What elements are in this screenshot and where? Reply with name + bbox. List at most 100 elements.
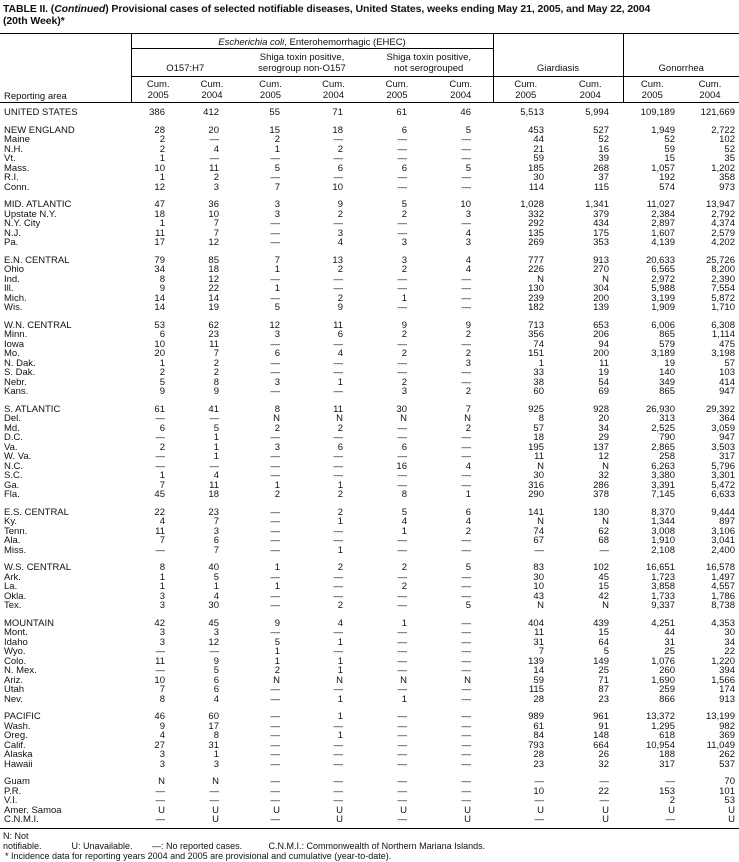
reporting-area-cell: V.I. (4, 795, 18, 806)
value-cell: 1,786 (711, 590, 735, 602)
value-cell: — (397, 181, 408, 193)
value-cell: 188 (659, 749, 675, 760)
value-cell: 6 (213, 674, 219, 686)
value-cell: 379 (593, 208, 609, 220)
table-row: N. Dak. 1 2— — —3 1 11 19 57 (0, 357, 739, 369)
reporting-area-cell: C.N.M.I. (0, 815, 131, 829)
reporting-area-cell: Va. (4, 441, 18, 453)
value-cell: 10 (533, 785, 544, 797)
value-cell: 44 (533, 134, 544, 145)
reporting-area-cell: Wyo. (4, 646, 26, 657)
value-cell: 44 (664, 627, 675, 638)
value-cell: N (537, 516, 544, 527)
value-cell: 45 (208, 617, 219, 629)
table-row: Conn. 12 3 7 10 — — 114 115 574 973 (0, 181, 739, 193)
value-cell: — (239, 815, 302, 829)
value-cell: 6 (401, 124, 407, 136)
table-row: Tenn. 11 3 — — 1 2 74 62 3,008 3,106 (0, 525, 739, 537)
value-cell: 28 (533, 749, 544, 760)
value-cell: U (681, 815, 739, 829)
reporting-area-cell: Guam (4, 776, 30, 787)
reporting-area-cell: D.C. (4, 432, 23, 443)
value-cell: 28 (533, 693, 544, 705)
value-cell: N (400, 674, 407, 686)
non-o157-header: Shiga toxin positive, serogroup non-O157 (239, 48, 365, 77)
value-cell: — (270, 432, 281, 443)
value-cell: 7 (538, 646, 544, 657)
reporting-area-cell: Md. (4, 422, 20, 434)
value-cell: 1,202 (711, 162, 735, 174)
value-cell: 15 (598, 627, 609, 638)
value-cell: — (461, 134, 472, 145)
value-cell: 2 (337, 264, 343, 275)
value-cell: 6 (337, 162, 343, 174)
value-cell: 12 (269, 319, 280, 331)
value-cell: N (602, 460, 609, 472)
value-cell: 7 (213, 227, 219, 239)
value-cell: 897 (719, 516, 735, 527)
value-cell: 4 (465, 254, 471, 266)
value-cell: — (461, 627, 472, 638)
reporting-area-cell: Mass. (4, 162, 30, 174)
value-cell: — (397, 134, 408, 145)
value-cell: 269 (528, 237, 544, 248)
reporting-area-cell: Ohio (4, 264, 25, 275)
value-cell: 404 (528, 617, 544, 629)
value-cell: — (333, 571, 344, 583)
value-cell: — (461, 535, 472, 546)
value-cell: 2 (337, 143, 343, 155)
value-cell: 61 (396, 107, 407, 118)
region-row: NEW ENGLAND 28 20 15 18 6 5 453 527 1,949 2,722 (0, 118, 739, 136)
value-cell: — (270, 720, 281, 732)
table-row: Ind. 8 12 — — — — N N 2,972 2,390 (0, 274, 739, 285)
value-cell: — (461, 590, 472, 602)
value-cell: 10 (460, 199, 471, 210)
value-cell: 3 (159, 758, 165, 770)
reporting-area-header: Reporting area (0, 76, 131, 103)
value-cell: 5 (465, 600, 471, 611)
value-cell: 12 (208, 237, 219, 248)
value-cell: — (270, 730, 281, 741)
reporting-area-cell: Ill. (4, 283, 14, 294)
value-cell: — (270, 571, 281, 583)
value-cell: 52 (598, 134, 609, 145)
value-cell: 140 (659, 367, 675, 378)
value-cell: 5 (213, 665, 219, 676)
value-cell: — (599, 776, 610, 787)
value-cell: 53 (724, 795, 735, 806)
value-cell: 31 (533, 636, 544, 648)
value-cell: — (365, 815, 429, 829)
value-cell: 527 (593, 124, 609, 136)
title-text: ) Provisional cases of selected notifiab… (105, 3, 651, 15)
value-cell: 1 (159, 571, 165, 583)
value-cell: — (333, 525, 344, 537)
value-cell: 38 (533, 376, 544, 388)
value-cell: — (461, 283, 472, 294)
value-cell: 61 (533, 720, 544, 732)
value-cell: 22 (154, 506, 165, 518)
value-cell: 2 (465, 422, 471, 434)
reporting-area-cell: Maine (4, 134, 30, 145)
value-cell: 866 (659, 693, 675, 705)
region-row: W.N. CENTRAL 53 62 12 11 9 9 713 653 6,006 6,308 (0, 313, 739, 331)
region-row: MID. ATLANTIC 47 36 3 9 5 10 1,028 1,341 11,027 13… (0, 192, 739, 210)
value-cell: 94 (598, 338, 609, 350)
cum-2005-header: Cum. 2005 (130, 76, 185, 103)
value-cell: 270 (593, 264, 609, 275)
value-cell: 148 (593, 730, 609, 741)
value-cell: 18 (208, 264, 219, 275)
value-cell: — (270, 357, 281, 369)
value-cell: — (270, 451, 281, 462)
value-cell: 182 (528, 302, 544, 313)
value-cell: 23 (598, 693, 609, 705)
value-cell: 3 (213, 627, 219, 638)
value-cell: 16 (396, 460, 407, 472)
table-row: Tex. 3 30 — 2 — 5 N N 9,337 8,738 (0, 601, 739, 611)
table-row: Wyo. — — 1 — — — 7 5 25 22 (0, 647, 739, 657)
value-cell: 989 (528, 711, 544, 722)
value-cell: — (270, 795, 281, 806)
value-cell: 18 (154, 208, 165, 220)
value-cell: — (461, 571, 472, 583)
value-cell: 57 (724, 357, 735, 369)
value-cell: 4 (465, 516, 471, 527)
